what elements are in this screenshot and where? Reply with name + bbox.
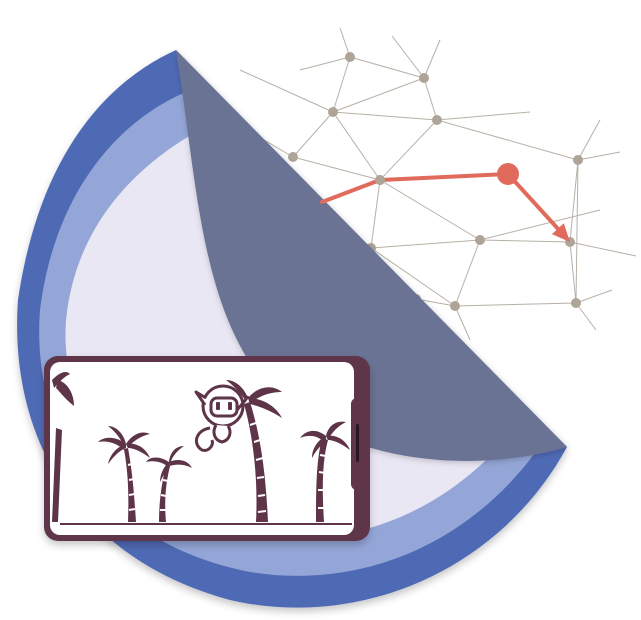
network-edge [339,27,351,58]
network-edge [479,239,571,243]
network-edge [436,119,579,161]
network-node [419,73,429,83]
path-arrow-icon [320,163,570,242]
network-edge [332,111,381,181]
network-edge [423,39,441,79]
path-segment [506,172,563,234]
network-node [375,175,385,185]
network-edge [370,239,481,249]
network-edge [379,179,481,241]
network-edge [292,156,381,181]
network-node [345,52,355,62]
network-node [328,107,338,117]
network-edge [332,111,438,121]
network-edge [577,119,601,161]
network-edge [332,77,425,113]
network-node [475,235,485,245]
network-edge [299,56,351,71]
network-node [450,301,460,311]
network-node [571,298,581,308]
network-edge [379,119,438,181]
network-edge [575,159,579,304]
network-edge [479,209,601,241]
network-edge [575,302,597,331]
network-edge [575,289,613,304]
path-segment [378,172,510,182]
network-edge [370,247,456,307]
network-edge [454,239,481,307]
network-node [573,155,583,165]
network-edge [569,159,579,243]
path-hub-node [497,163,519,185]
palm-tree-icon [52,372,74,522]
network-edge [454,302,577,307]
path-arrowhead [551,223,570,242]
network-edge [370,179,381,249]
network-node [432,115,442,125]
palm-tree-icon [98,426,150,522]
network-edge [569,241,577,304]
network-edge [569,241,637,257]
network-edge [436,111,531,121]
path-segment [320,178,382,204]
network-node [288,152,298,162]
network-graph-icon [229,27,637,341]
network-edge [577,151,621,161]
phone-side-button [351,398,370,490]
network-edge [415,298,456,307]
network-edge [391,35,425,79]
robot-monkey-icon [194,384,250,452]
network-edge [423,77,438,121]
phone-screen-content [52,372,352,525]
network-edge [292,111,334,158]
network-edge [332,56,351,113]
palm-tree-icon [146,446,192,522]
network-edge [349,56,425,79]
phone-speaker [356,424,359,462]
network-edge [454,305,471,341]
palm-tree-icon [300,421,350,522]
network-edge [239,69,334,113]
